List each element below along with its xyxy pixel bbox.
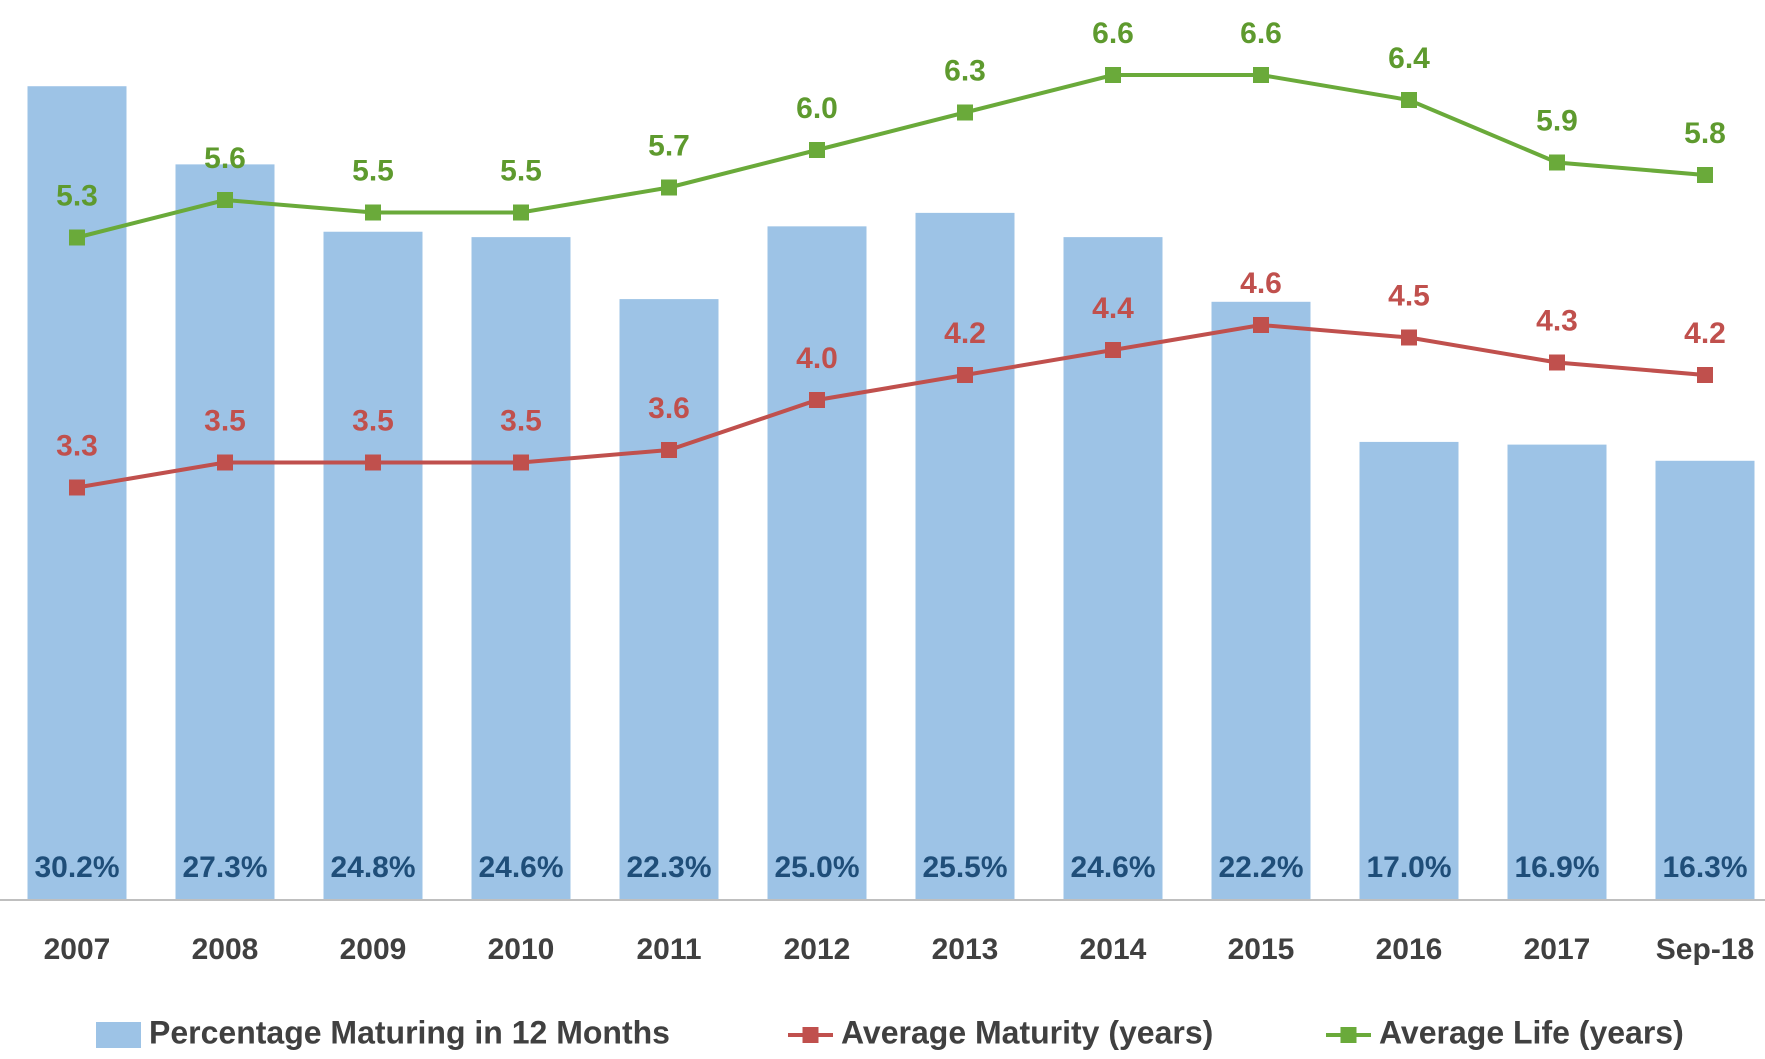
line-value-label: 4.6 [1240, 267, 1282, 300]
bar [1507, 444, 1607, 900]
line-value-label: 3.5 [204, 404, 246, 437]
line-marker [69, 229, 85, 246]
bar [1211, 301, 1311, 901]
line-marker [957, 104, 973, 121]
x-tick-label: 2016 [1376, 933, 1443, 966]
bar-value-label: 30.2% [34, 851, 119, 884]
line-marker [1549, 154, 1565, 171]
line-marker [809, 142, 825, 158]
bar-value-label: 22.3% [626, 851, 711, 884]
line-marker [661, 442, 677, 458]
x-tick-label: 2007 [44, 933, 111, 966]
line-value-label: 4.0 [796, 342, 838, 375]
legend-swatch [1340, 1027, 1357, 1043]
line-value-label: 6.6 [1240, 17, 1282, 50]
bar [619, 299, 719, 900]
bar [1655, 460, 1755, 900]
bar [915, 212, 1015, 900]
bar-value-label: 24.6% [478, 851, 563, 884]
line-marker [1105, 342, 1121, 358]
line-marker [217, 454, 233, 471]
x-tick-label: 2013 [932, 933, 999, 966]
x-tick-label: 2014 [1080, 933, 1147, 966]
legend: Percentage Maturing in 12 Months Average … [96, 1014, 1684, 1050]
legend-swatch [96, 1022, 141, 1048]
line-value-label: 4.2 [1684, 317, 1726, 350]
bar-value-label: 25.5% [922, 851, 1007, 884]
line-value-label: 6.3 [944, 54, 986, 87]
line-value-label: 4.2 [944, 317, 986, 350]
line-marker [661, 179, 677, 196]
bar-value-label: 27.3% [182, 851, 267, 884]
line-marker [1549, 354, 1565, 371]
bar [1359, 441, 1459, 900]
line-marker [513, 204, 529, 221]
line-value-label: 5.5 [500, 154, 542, 187]
legend-label: Average Life (years) [1379, 1014, 1684, 1050]
line-marker [1253, 67, 1269, 83]
line-value-label: 4.5 [1388, 279, 1430, 312]
x-tick-label: 2009 [340, 933, 407, 966]
bar [767, 226, 867, 901]
bar-value-label: 24.6% [1070, 851, 1155, 884]
x-tick-label: 2012 [784, 933, 851, 966]
line-marker [1697, 167, 1713, 183]
line-value-label: 6.0 [796, 92, 838, 125]
bar-value-label: 16.9% [1514, 851, 1599, 884]
x-tick-label: 2017 [1524, 933, 1591, 966]
bar [1063, 237, 1163, 901]
line-marker [1105, 67, 1121, 83]
line-value-label: 6.6 [1092, 17, 1134, 50]
x-tick-label: 2015 [1228, 933, 1295, 966]
line-value-label: 5.3 [56, 179, 98, 212]
line-value-label: 3.5 [500, 404, 542, 437]
bar-value-label: 24.8% [330, 851, 415, 884]
line-marker [217, 192, 233, 208]
bar [471, 237, 571, 901]
line-value-label: 3.5 [352, 404, 394, 437]
bar-value-label: 25.0% [774, 851, 859, 884]
line-value-label: 5.6 [204, 142, 246, 175]
line-marker [365, 204, 381, 221]
line-marker [1401, 92, 1417, 108]
line-value-label: 4.3 [1536, 304, 1578, 337]
line-value-label: 5.5 [352, 154, 394, 187]
line-value-label: 3.6 [648, 392, 690, 425]
line [76, 73, 1706, 240]
line-value-label: 4.4 [1092, 292, 1134, 325]
line-marker [1253, 317, 1269, 333]
x-tick-label: Sep-18 [1656, 933, 1754, 966]
line-marker [365, 454, 381, 471]
legend-swatch [802, 1027, 819, 1043]
bar [175, 164, 275, 900]
line-value-label: 6.4 [1388, 42, 1430, 75]
line-marker [1697, 367, 1713, 383]
line-marker [513, 454, 529, 471]
x-tick-label: 2010 [488, 933, 555, 966]
bar-value-label: 17.0% [1366, 851, 1451, 884]
line-marker [1401, 329, 1417, 346]
legend-label: Percentage Maturing in 12 Months [149, 1014, 670, 1050]
line-value-label: 5.7 [648, 129, 690, 162]
line-value-label: 5.9 [1536, 104, 1578, 137]
line-value-label: 5.8 [1684, 117, 1726, 150]
x-tick-label: 2011 [636, 933, 701, 966]
line-marker [957, 367, 973, 383]
line-value-label: 3.3 [56, 429, 98, 462]
bar [323, 231, 423, 901]
line-marker [809, 392, 825, 408]
bar-value-label: 22.2% [1218, 851, 1303, 884]
line [76, 322, 1706, 490]
legend-label: Average Maturity (years) [841, 1014, 1213, 1050]
bar-value-label: 16.3% [1662, 851, 1747, 884]
x-tick-label: 2008 [192, 933, 259, 966]
line-marker [69, 479, 85, 496]
